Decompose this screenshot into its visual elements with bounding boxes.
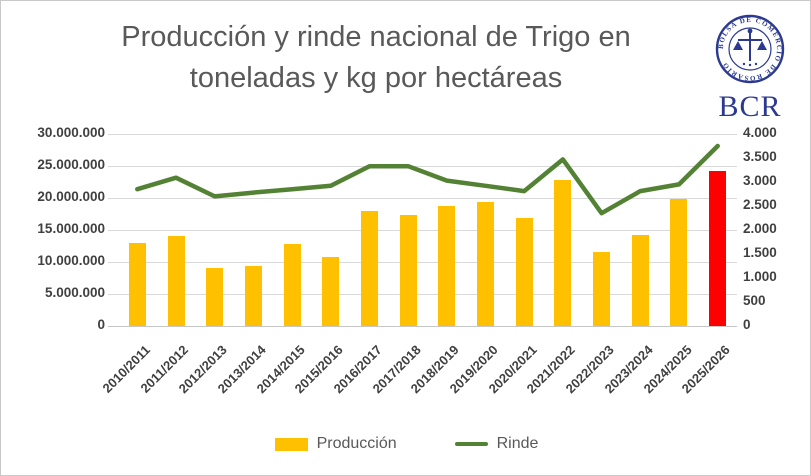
- right-axis-tick-label: 3.000: [743, 173, 777, 188]
- legend-item-rinde: Rinde: [454, 435, 539, 453]
- chart-title-line1: Producción y rinde nacional de Trigo en: [121, 21, 631, 53]
- right-axis-tick-label: 2.000: [743, 221, 777, 236]
- right-axis-tick-label: 2.500: [743, 197, 777, 212]
- legend-item-produccion: Producción: [274, 435, 397, 453]
- production-bar-2011-2012: [167, 236, 185, 326]
- production-bar-2016-2017: [360, 210, 378, 326]
- right-axis-tick-label: 3.500: [743, 149, 777, 164]
- production-bar-2015-2016: [322, 256, 340, 326]
- bcr-seal-icon: BOLSA DE COMERCIO DE ROSARIO: [715, 14, 785, 84]
- bcr-logo: BOLSA DE COMERCIO DE ROSARIO BCR: [695, 9, 805, 123]
- production-bar-2023-2024: [631, 235, 649, 326]
- produccion-swatch-icon: [274, 437, 308, 451]
- production-bar-2024-2025: [670, 198, 688, 326]
- production-bar-2019-2020: [477, 201, 495, 326]
- gridline: [108, 294, 737, 295]
- left-axis-tick-label: 25.000.000: [37, 157, 105, 172]
- left-axis-tick-label: 30.000.000: [37, 125, 105, 140]
- x-axis-labels: 2010/2011 2011/2012 2012/2013 2013/2014 2014…: [99, 326, 737, 421]
- right-axis-tick-label: 1.000: [743, 269, 777, 284]
- right-axis-tick-label: 0: [743, 317, 751, 332]
- right-axis-tick-label: 4.000: [743, 125, 777, 140]
- gridline: [108, 230, 737, 231]
- gridline: [108, 262, 737, 263]
- scales-pans-icon: [733, 28, 767, 67]
- gridline: [108, 326, 737, 327]
- production-bar-2014-2015: [283, 244, 301, 326]
- right-axis-labels: 4.000 3.500 3.000 2.500 2.000 1.500 1.000 500 0: [743, 125, 807, 332]
- gridline: [108, 166, 737, 167]
- legend-label-rinde: Rinde: [496, 435, 539, 452]
- chart-title: Producción y rinde nacional de Trigo en …: [46, 17, 706, 98]
- production-bar-2010-2011: [128, 243, 146, 326]
- right-axis-tick-label: 500: [743, 293, 766, 308]
- production-bar-2018-2019: [438, 205, 456, 326]
- bcr-monogram: BCR: [718, 90, 782, 123]
- left-axis-tick-label: 10.000.000: [37, 253, 105, 268]
- production-bar-2012-2013: [206, 267, 224, 326]
- production-bar-2025-2026: [709, 171, 727, 326]
- production-bar-2021-2022: [554, 180, 572, 326]
- plot-area: [108, 134, 737, 327]
- left-axis-tick-label: 20.000.000: [37, 189, 105, 204]
- gridline: [108, 198, 737, 199]
- production-bar-2022-2023: [593, 251, 611, 326]
- left-axis-tick-label: 0: [97, 317, 105, 332]
- gridline: [108, 134, 737, 135]
- rinde-swatch-icon: [454, 442, 488, 446]
- production-bar-2017-2018: [399, 214, 417, 326]
- line-layer: [135, 143, 720, 216]
- legend-label-produccion: Producción: [316, 435, 397, 452]
- chart-title-line2: toneladas y kg por hectáreas: [189, 61, 563, 94]
- left-axis-tick-label: 15.000.000: [37, 221, 105, 236]
- left-axis-tick-label: 5.000.000: [44, 285, 105, 300]
- production-bar-2013-2014: [244, 265, 262, 326]
- legend: Producción Rinde: [1, 435, 810, 453]
- rinde-line: [135, 143, 720, 216]
- right-axis-tick-label: 1.500: [743, 245, 777, 260]
- left-axis-labels: 30.000.000 25.000.000 20.000.000 15.000.000…: [1, 125, 105, 332]
- scales-icon: [738, 33, 762, 61]
- production-bar-2020-2021: [515, 217, 533, 326]
